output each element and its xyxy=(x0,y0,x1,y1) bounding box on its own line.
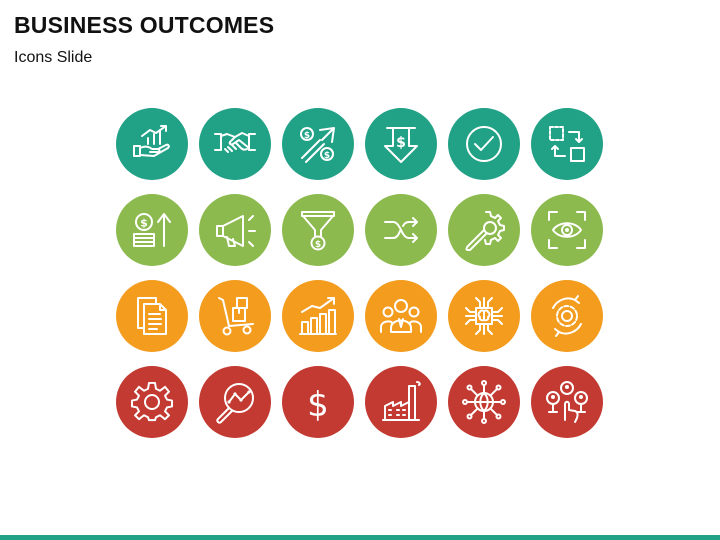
gear-cycle-icon xyxy=(531,280,603,352)
swap-boxes-icon xyxy=(531,108,603,180)
dollar-down-arrow-icon: $ xyxy=(365,108,437,180)
svg-text:$: $ xyxy=(140,217,148,230)
users-network-touch-icon xyxy=(531,366,603,438)
shuffle-arrows-icon xyxy=(365,194,437,266)
svg-text:$: $ xyxy=(304,131,310,141)
svg-text:$: $ xyxy=(315,240,321,250)
icon-grid: $ $ $ $ xyxy=(116,108,603,438)
checkmark-circle-icon xyxy=(448,108,520,180)
svg-text:$: $ xyxy=(396,135,406,151)
svg-text:$: $ xyxy=(307,385,329,425)
megaphone-icon xyxy=(199,194,271,266)
eye-focus-icon xyxy=(531,194,603,266)
dollar-funnel-icon: $ xyxy=(282,194,354,266)
gear-wrench-icon xyxy=(448,194,520,266)
coins-up-arrow-icon: $ xyxy=(116,194,188,266)
gear-icon xyxy=(116,366,188,438)
bar-chart-growth-icon xyxy=(282,280,354,352)
dollar-exchange-arrows-icon: $ $ xyxy=(282,108,354,180)
magnifier-analytics-icon xyxy=(199,366,271,438)
hand-truck-boxes-icon xyxy=(199,280,271,352)
globe-network-icon xyxy=(448,366,520,438)
handshake-icon xyxy=(199,108,271,180)
footer-accent-bar xyxy=(0,535,720,540)
team-people-icon xyxy=(365,280,437,352)
hand-growth-chart-icon xyxy=(116,108,188,180)
documents-icon xyxy=(116,280,188,352)
slide-title: BUSINESS OUTCOMES xyxy=(14,12,275,38)
factory-icon xyxy=(365,366,437,438)
dollar-sign-icon: $ xyxy=(282,366,354,438)
slide-subtitle: Icons Slide xyxy=(14,49,93,66)
brain-chip-icon xyxy=(448,280,520,352)
svg-text:$: $ xyxy=(324,151,330,161)
